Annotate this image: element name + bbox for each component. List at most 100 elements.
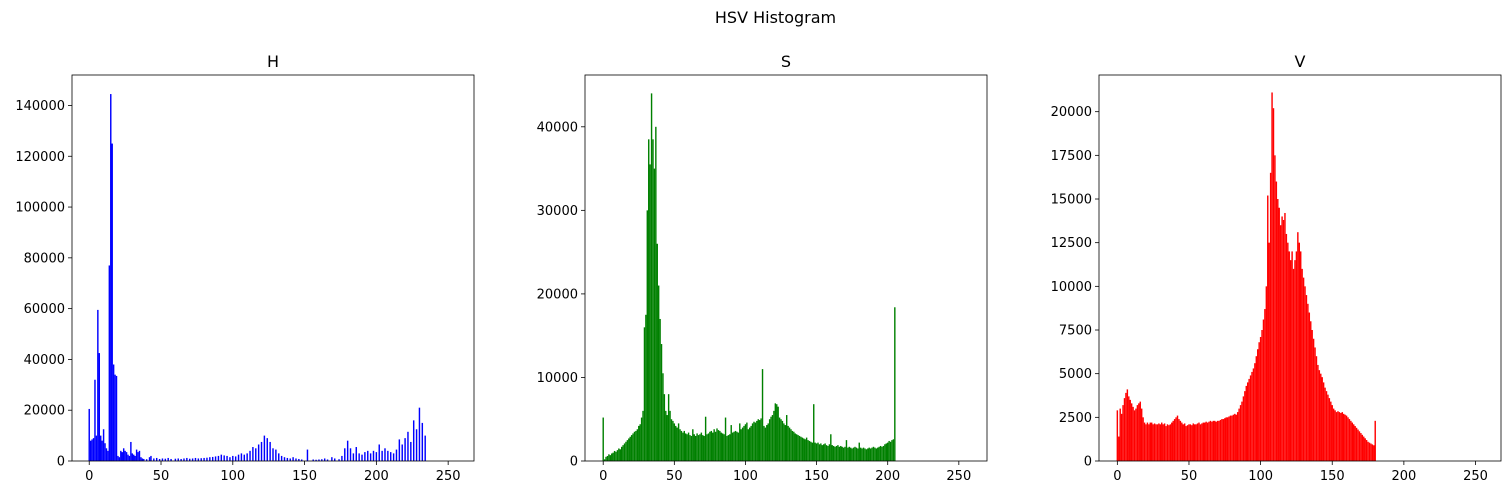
bar — [1125, 392, 1127, 461]
x-tick-label: 200 — [364, 469, 389, 484]
bar — [1234, 413, 1236, 461]
plot-frame — [71, 74, 475, 462]
x-tick-label: 50 — [666, 469, 683, 484]
bar — [1272, 108, 1275, 461]
y-tick-label: 17500 — [1051, 149, 1092, 164]
y-tick: 12500 — [1051, 236, 1099, 251]
bar — [771, 415, 774, 461]
bar — [226, 455, 228, 461]
bar — [104, 443, 106, 461]
bar — [726, 435, 728, 461]
bar — [1201, 423, 1203, 461]
x-tick-label: 150 — [804, 469, 829, 484]
bar — [412, 420, 415, 461]
y-tick: 60000 — [24, 302, 72, 317]
bar — [692, 429, 694, 461]
bar — [161, 458, 164, 461]
x-tick-label: 250 — [1463, 469, 1488, 484]
bar — [326, 459, 329, 461]
bar — [794, 433, 796, 461]
bar — [1130, 403, 1133, 461]
bar — [888, 440, 890, 461]
bar — [717, 430, 720, 461]
bar — [135, 449, 138, 461]
y-tick: 7500 — [1059, 324, 1099, 339]
panel-title: H — [267, 52, 279, 71]
bar — [1368, 442, 1371, 461]
bar — [675, 425, 677, 461]
bar — [1268, 242, 1270, 461]
bar — [858, 442, 860, 461]
bar — [1188, 424, 1190, 461]
bar — [1300, 251, 1302, 461]
bar — [1238, 408, 1240, 461]
bar — [832, 445, 835, 461]
bar — [1122, 405, 1124, 461]
y-tick-label: 30000 — [537, 204, 578, 219]
bar — [1255, 356, 1258, 461]
bar — [1195, 424, 1197, 461]
y-tick-label: 120000 — [15, 150, 65, 165]
bar — [1353, 424, 1355, 461]
bar — [781, 420, 784, 461]
bar — [1156, 424, 1159, 461]
bar — [1214, 420, 1216, 461]
bar — [1129, 399, 1131, 461]
bar — [1281, 216, 1283, 461]
bar — [1155, 424, 1157, 461]
bar — [1288, 251, 1290, 461]
bar — [1145, 424, 1147, 461]
bar — [666, 415, 668, 461]
x-tick: 100 — [1248, 461, 1273, 484]
bar — [810, 441, 812, 461]
bar — [1357, 429, 1359, 461]
bar — [331, 457, 333, 461]
x-tick: 50 — [1181, 461, 1197, 484]
y-tick-label: 2500 — [1059, 411, 1092, 426]
bar — [1295, 251, 1298, 461]
x-tick-label: 100 — [220, 469, 245, 484]
bar — [1196, 423, 1199, 461]
bar — [392, 453, 395, 461]
bar — [798, 435, 801, 461]
bar — [1363, 436, 1365, 461]
bar — [234, 456, 237, 461]
bar — [1345, 415, 1348, 461]
bar — [859, 447, 862, 461]
bar — [652, 139, 654, 461]
bar — [1364, 438, 1366, 461]
bar — [424, 435, 426, 461]
bar — [140, 457, 142, 461]
bar — [217, 455, 220, 461]
bar — [1298, 242, 1300, 461]
bar — [1261, 330, 1263, 461]
bar — [703, 435, 705, 461]
bar — [1374, 420, 1376, 461]
bar — [381, 450, 383, 461]
bar — [706, 434, 708, 461]
bar — [1259, 336, 1262, 461]
bar — [378, 444, 380, 461]
bar — [91, 439, 93, 461]
y-tick: 17500 — [1051, 149, 1099, 164]
bar — [174, 458, 177, 461]
y-tick: 120000 — [15, 150, 72, 165]
bar — [358, 453, 360, 461]
bar — [1327, 394, 1329, 461]
bar — [632, 433, 634, 461]
bar — [150, 455, 152, 461]
bar — [1236, 412, 1239, 461]
bar — [626, 440, 629, 461]
x-tick: 150 — [804, 461, 829, 484]
bar — [824, 443, 826, 461]
bar — [850, 447, 852, 461]
bar — [656, 243, 658, 461]
y-tick-label: 15000 — [1051, 193, 1092, 208]
bar — [712, 432, 714, 461]
bars-h — [88, 94, 426, 462]
bar — [704, 416, 707, 461]
bar — [865, 449, 868, 461]
y-tick: 0 — [1084, 455, 1099, 470]
bar — [1361, 434, 1364, 461]
y-tick-label: 20000 — [24, 404, 65, 419]
